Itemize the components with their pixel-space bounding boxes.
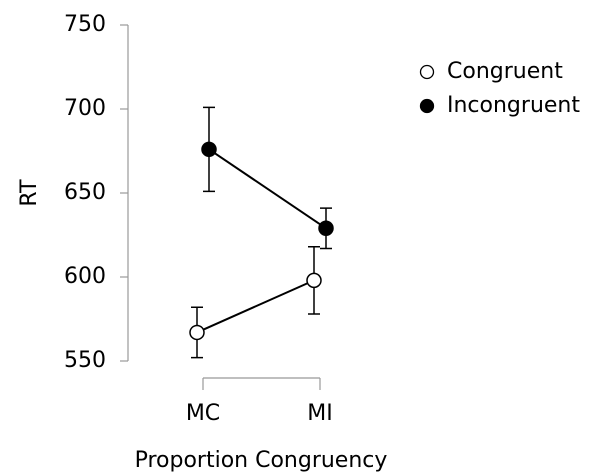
series-line bbox=[208, 148, 327, 230]
legend-label: Congruent bbox=[447, 59, 563, 84]
y-tick-label: 550 bbox=[64, 348, 106, 373]
y-axis-label: RT bbox=[17, 179, 42, 207]
x-tick-label: MI bbox=[307, 401, 332, 426]
legend-label: Incongruent bbox=[447, 93, 580, 118]
y-tick-label: 650 bbox=[64, 180, 106, 205]
y-tick-label: 750 bbox=[64, 12, 106, 37]
legend-marker bbox=[419, 98, 435, 114]
y-tick-label: 600 bbox=[64, 264, 106, 289]
x-axis-label: Proportion Congruency bbox=[135, 448, 388, 473]
point bbox=[201, 141, 217, 158]
point bbox=[318, 220, 334, 237]
y-tick-label: 700 bbox=[64, 96, 106, 121]
point bbox=[306, 272, 322, 289]
x-tick-label: MC bbox=[186, 401, 220, 426]
point bbox=[189, 324, 205, 341]
series-line bbox=[196, 279, 315, 334]
legend-marker bbox=[419, 64, 435, 80]
